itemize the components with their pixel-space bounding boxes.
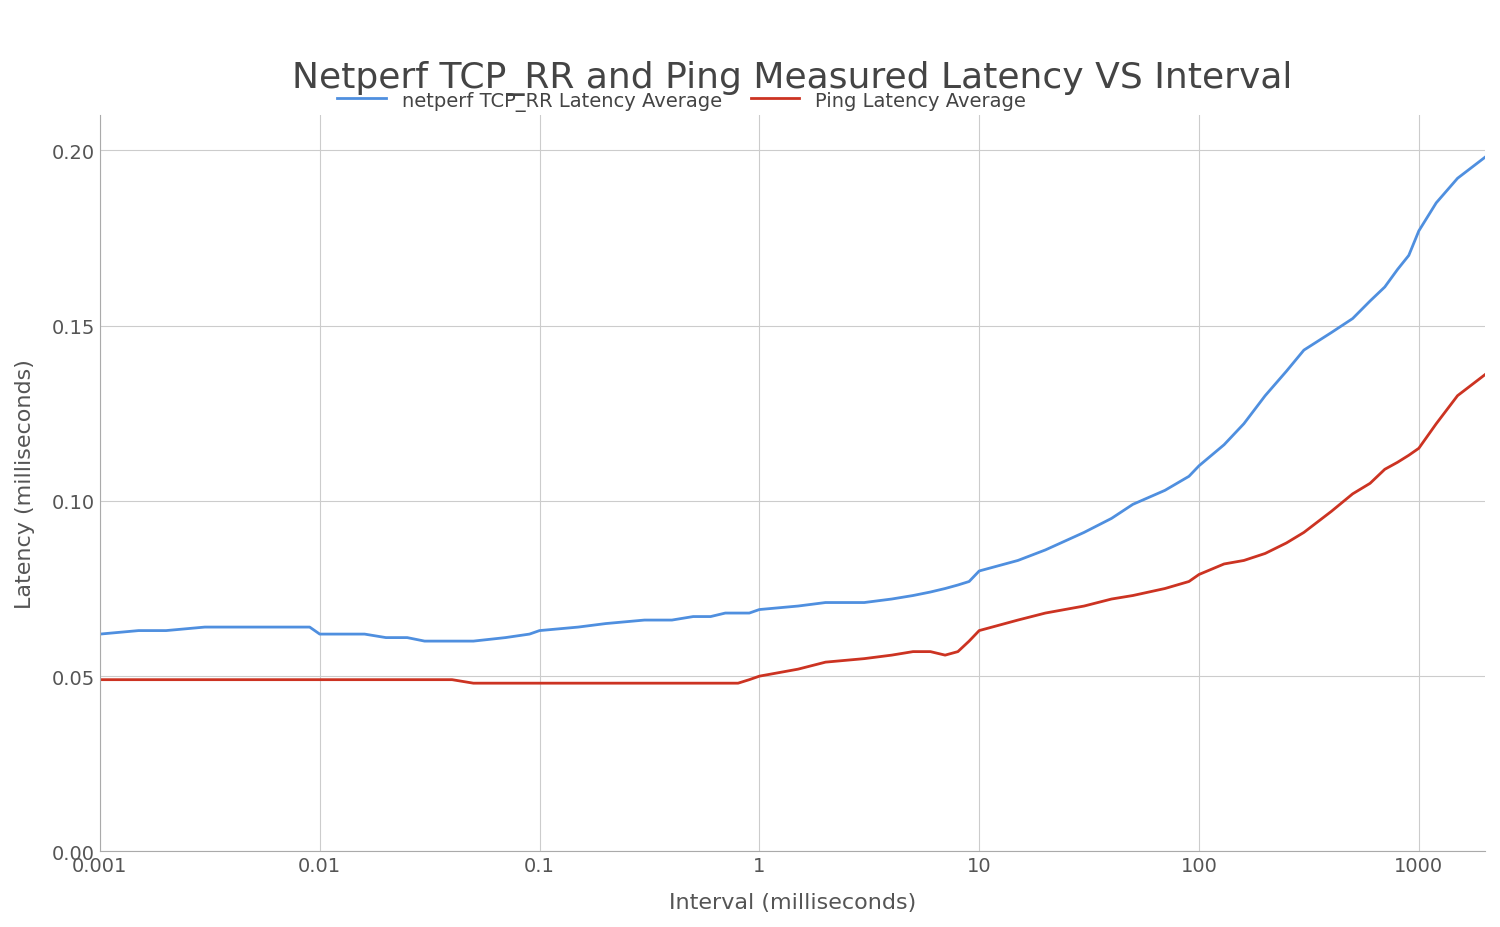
netperf TCP_RR Latency Average	[92, 629, 110, 640]
Ping Latency Average	[92, 674, 110, 685]
netperf TCP_RR Latency Average	[1476, 153, 1494, 164]
Ping Latency Average	[465, 678, 483, 689]
netperf TCP_RR Latency Average	[855, 597, 873, 608]
Legend: netperf TCP_RR Latency Average, Ping Latency Average: netperf TCP_RR Latency Average, Ping Lat…	[327, 82, 1035, 121]
Line: Ping Latency Average: Ping Latency Average	[100, 375, 1485, 683]
Ping Latency Average	[970, 626, 988, 637]
netperf TCP_RR Latency Average	[416, 636, 434, 647]
netperf TCP_RR Latency Average	[1360, 296, 1378, 307]
Ping Latency Average	[520, 678, 538, 689]
Ping Latency Average	[398, 674, 416, 685]
Ping Latency Average	[855, 654, 873, 665]
netperf TCP_RR Latency Average	[244, 622, 262, 633]
Ping Latency Average	[1360, 478, 1378, 489]
Title: Netperf TCP_RR and Ping Measured Latency VS Interval: Netperf TCP_RR and Ping Measured Latency…	[292, 61, 1293, 96]
netperf TCP_RR Latency Average	[398, 632, 416, 643]
Line: netperf TCP_RR Latency Average: netperf TCP_RR Latency Average	[100, 159, 1485, 641]
X-axis label: Interval (milliseconds): Interval (milliseconds)	[669, 892, 916, 912]
Ping Latency Average	[1476, 370, 1494, 381]
netperf TCP_RR Latency Average	[520, 629, 538, 640]
Ping Latency Average	[244, 674, 262, 685]
Y-axis label: Latency (milliseconds): Latency (milliseconds)	[15, 359, 34, 609]
netperf TCP_RR Latency Average	[970, 565, 988, 577]
